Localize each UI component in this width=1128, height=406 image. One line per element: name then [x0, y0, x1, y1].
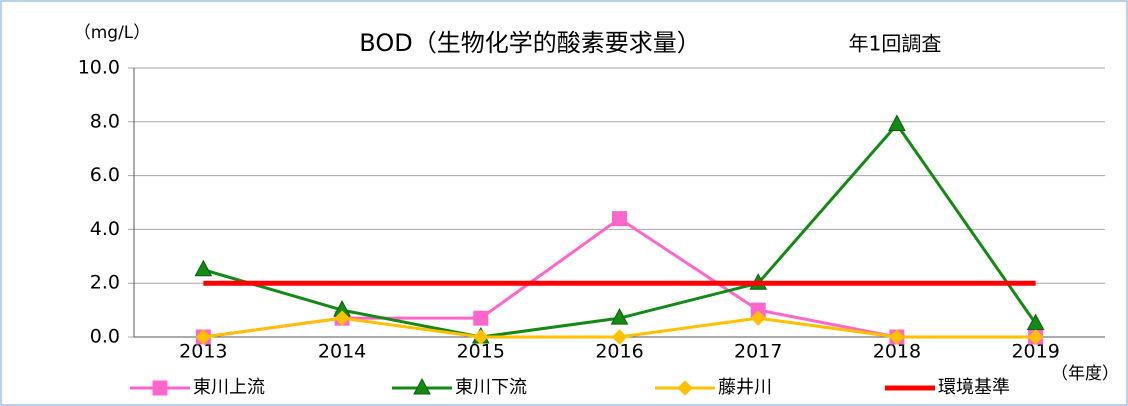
- marker: [612, 211, 627, 227]
- x-axis-label: （年度）: [1051, 364, 1119, 384]
- y-tick-label: 4.0: [90, 218, 120, 240]
- marker: [677, 380, 693, 396]
- x-tick-label: 2017: [734, 341, 782, 363]
- marker: [889, 329, 905, 345]
- marker: [195, 329, 212, 345]
- chart-title: BOD（生物化学的酸素要求量）: [359, 29, 700, 57]
- marker: [194, 259, 213, 277]
- marker: [413, 377, 431, 395]
- legend-label: 東川下流: [455, 377, 527, 398]
- marker: [1027, 329, 1044, 345]
- legend-label: 環境基準: [938, 377, 1010, 398]
- annotation: 年1回調査: [849, 32, 942, 56]
- marker: [473, 329, 489, 345]
- marker: [152, 380, 168, 396]
- x-tick-label: 2018: [873, 341, 921, 363]
- x-tick-label: 2019: [1011, 341, 1059, 363]
- marker: [888, 114, 906, 131]
- y-axis-label: （mg/L）: [74, 23, 151, 43]
- marker: [611, 329, 628, 345]
- marker: [610, 308, 629, 325]
- x-tick-label: 2014: [318, 341, 366, 363]
- legend-label: 東川上流: [193, 377, 265, 398]
- legend-label: 藤井川: [718, 377, 772, 398]
- marker: [334, 310, 350, 326]
- marker: [750, 310, 766, 326]
- x-tick-label: 2013: [179, 341, 227, 363]
- y-tick-label: 10.0: [78, 57, 120, 79]
- x-tick-label: 2015: [457, 341, 505, 363]
- y-tick-label: 6.0: [90, 164, 120, 186]
- x-tick-label: 2016: [595, 341, 643, 363]
- y-tick-label: 8.0: [90, 110, 120, 132]
- marker: [473, 310, 489, 326]
- y-tick-label: 2.0: [90, 272, 120, 294]
- y-tick-label: 0.0: [90, 326, 120, 348]
